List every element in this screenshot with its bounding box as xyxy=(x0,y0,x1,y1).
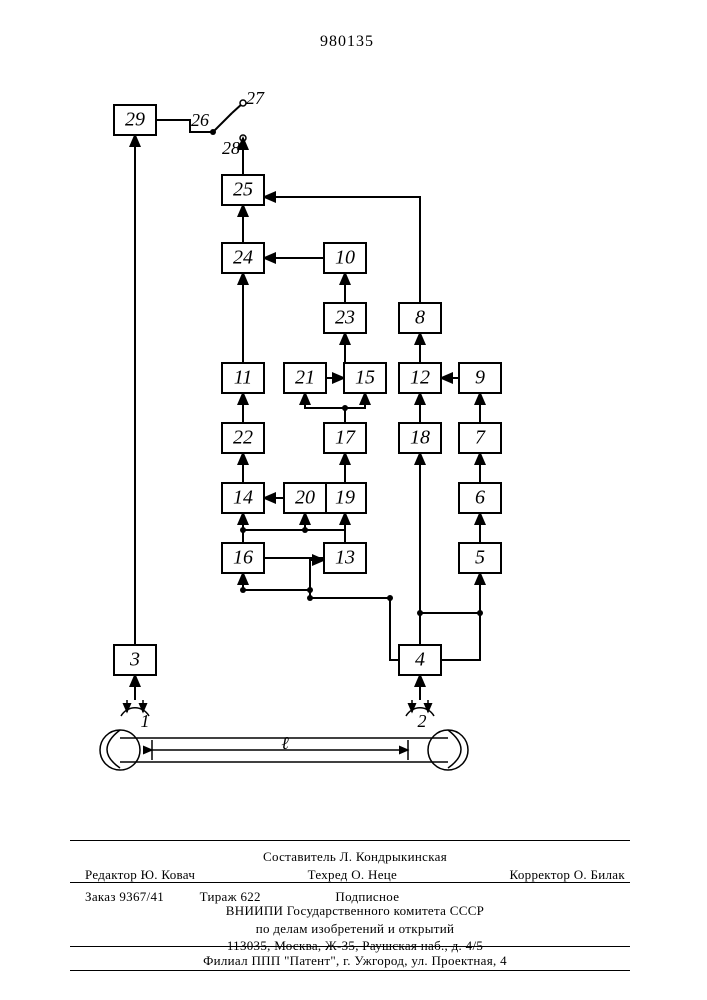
composer: Составитель Л. Кондрыкинская xyxy=(85,848,625,866)
junction-dot xyxy=(307,595,313,601)
svg-text:22: 22 xyxy=(233,427,253,449)
wire-arrow xyxy=(310,560,324,598)
svg-text:25: 25 xyxy=(233,179,253,201)
block-18: 18 xyxy=(399,423,441,453)
branch: Филиал ППП "Патент", г. Ужгород, ул. Про… xyxy=(85,952,625,970)
schematic: 3456789101112131415161718192021222324252… xyxy=(0,0,707,900)
corrector: Корректор О. Билак xyxy=(510,866,625,884)
svg-text:15: 15 xyxy=(355,367,375,389)
block-20: 20 xyxy=(284,483,326,513)
block-19: 19 xyxy=(324,483,366,513)
svg-text:13: 13 xyxy=(335,547,355,569)
svg-text:29: 29 xyxy=(125,109,145,131)
editor: Редактор Ю. Ковач xyxy=(85,866,195,884)
junction-dot xyxy=(302,527,308,533)
svg-text:21: 21 xyxy=(295,367,315,389)
block-24: 24 xyxy=(222,243,264,273)
footer-rule xyxy=(70,882,630,883)
svg-text:12: 12 xyxy=(410,367,430,389)
roller xyxy=(428,730,468,770)
junction-dot xyxy=(477,610,483,616)
footer-rule xyxy=(70,840,630,841)
junction-dot xyxy=(417,610,423,616)
svg-text:19: 19 xyxy=(335,487,355,509)
svg-text:14: 14 xyxy=(233,487,253,509)
junction-dot xyxy=(240,527,246,533)
block-23: 23 xyxy=(324,303,366,333)
junction-dot xyxy=(240,587,246,593)
block-29: 29 xyxy=(114,105,156,135)
block-15: 15 xyxy=(344,363,386,393)
block-25: 25 xyxy=(222,175,264,205)
roller xyxy=(100,730,140,770)
svg-text:4: 4 xyxy=(415,649,425,671)
label-28: 28 xyxy=(222,138,240,158)
svg-text:9: 9 xyxy=(475,367,485,389)
wire xyxy=(310,598,399,660)
svg-text:23: 23 xyxy=(335,307,355,329)
block-22: 22 xyxy=(222,423,264,453)
techred: Техред О. Неце xyxy=(308,866,397,884)
wire xyxy=(441,613,480,660)
svg-text:17: 17 xyxy=(335,427,356,449)
block-5: 5 xyxy=(459,543,501,573)
block-21: 21 xyxy=(284,363,326,393)
svg-text:8: 8 xyxy=(415,307,425,329)
label-L: ℓ xyxy=(281,733,289,753)
block-4: 4 xyxy=(399,645,441,675)
wire-arrow xyxy=(305,393,365,408)
block-11: 11 xyxy=(222,363,264,393)
svg-text:18: 18 xyxy=(410,427,430,449)
junction-dot xyxy=(307,587,313,593)
label-26: 26 xyxy=(191,110,209,130)
label-27: 27 xyxy=(246,88,265,108)
svg-text:16: 16 xyxy=(233,547,253,569)
svg-text:11: 11 xyxy=(234,367,253,389)
block-3: 3 xyxy=(114,645,156,675)
svg-text:20: 20 xyxy=(295,487,315,509)
svg-text:3: 3 xyxy=(129,649,140,671)
vniipi-1: ВНИИПИ Государственного комитета СССР xyxy=(85,902,625,920)
footer-rule xyxy=(70,946,630,947)
footer-rule xyxy=(70,970,630,971)
svg-text:10: 10 xyxy=(335,247,355,269)
block-7: 7 xyxy=(459,423,501,453)
block-16: 16 xyxy=(222,543,264,573)
block-13: 13 xyxy=(324,543,366,573)
block-6: 6 xyxy=(459,483,501,513)
label-2: 2 xyxy=(418,711,427,731)
block-10: 10 xyxy=(324,243,366,273)
block-14: 14 xyxy=(222,483,264,513)
page: 980135 345678910111213141516171819202122… xyxy=(0,0,707,1000)
junction-dot xyxy=(342,405,348,411)
block-9: 9 xyxy=(459,363,501,393)
block-12: 12 xyxy=(399,363,441,393)
junction-dot xyxy=(387,595,393,601)
label-1: 1 xyxy=(141,711,150,731)
block-17: 17 xyxy=(324,423,366,453)
vniipi-2: по делам изобретений и открытий xyxy=(85,920,625,938)
svg-text:7: 7 xyxy=(475,427,486,449)
footer-credits: Составитель Л. Кондрыкинская Редактор Ю.… xyxy=(85,848,625,883)
block-8: 8 xyxy=(399,303,441,333)
svg-text:6: 6 xyxy=(475,487,485,509)
svg-text:5: 5 xyxy=(475,547,485,569)
svg-text:24: 24 xyxy=(233,247,253,269)
